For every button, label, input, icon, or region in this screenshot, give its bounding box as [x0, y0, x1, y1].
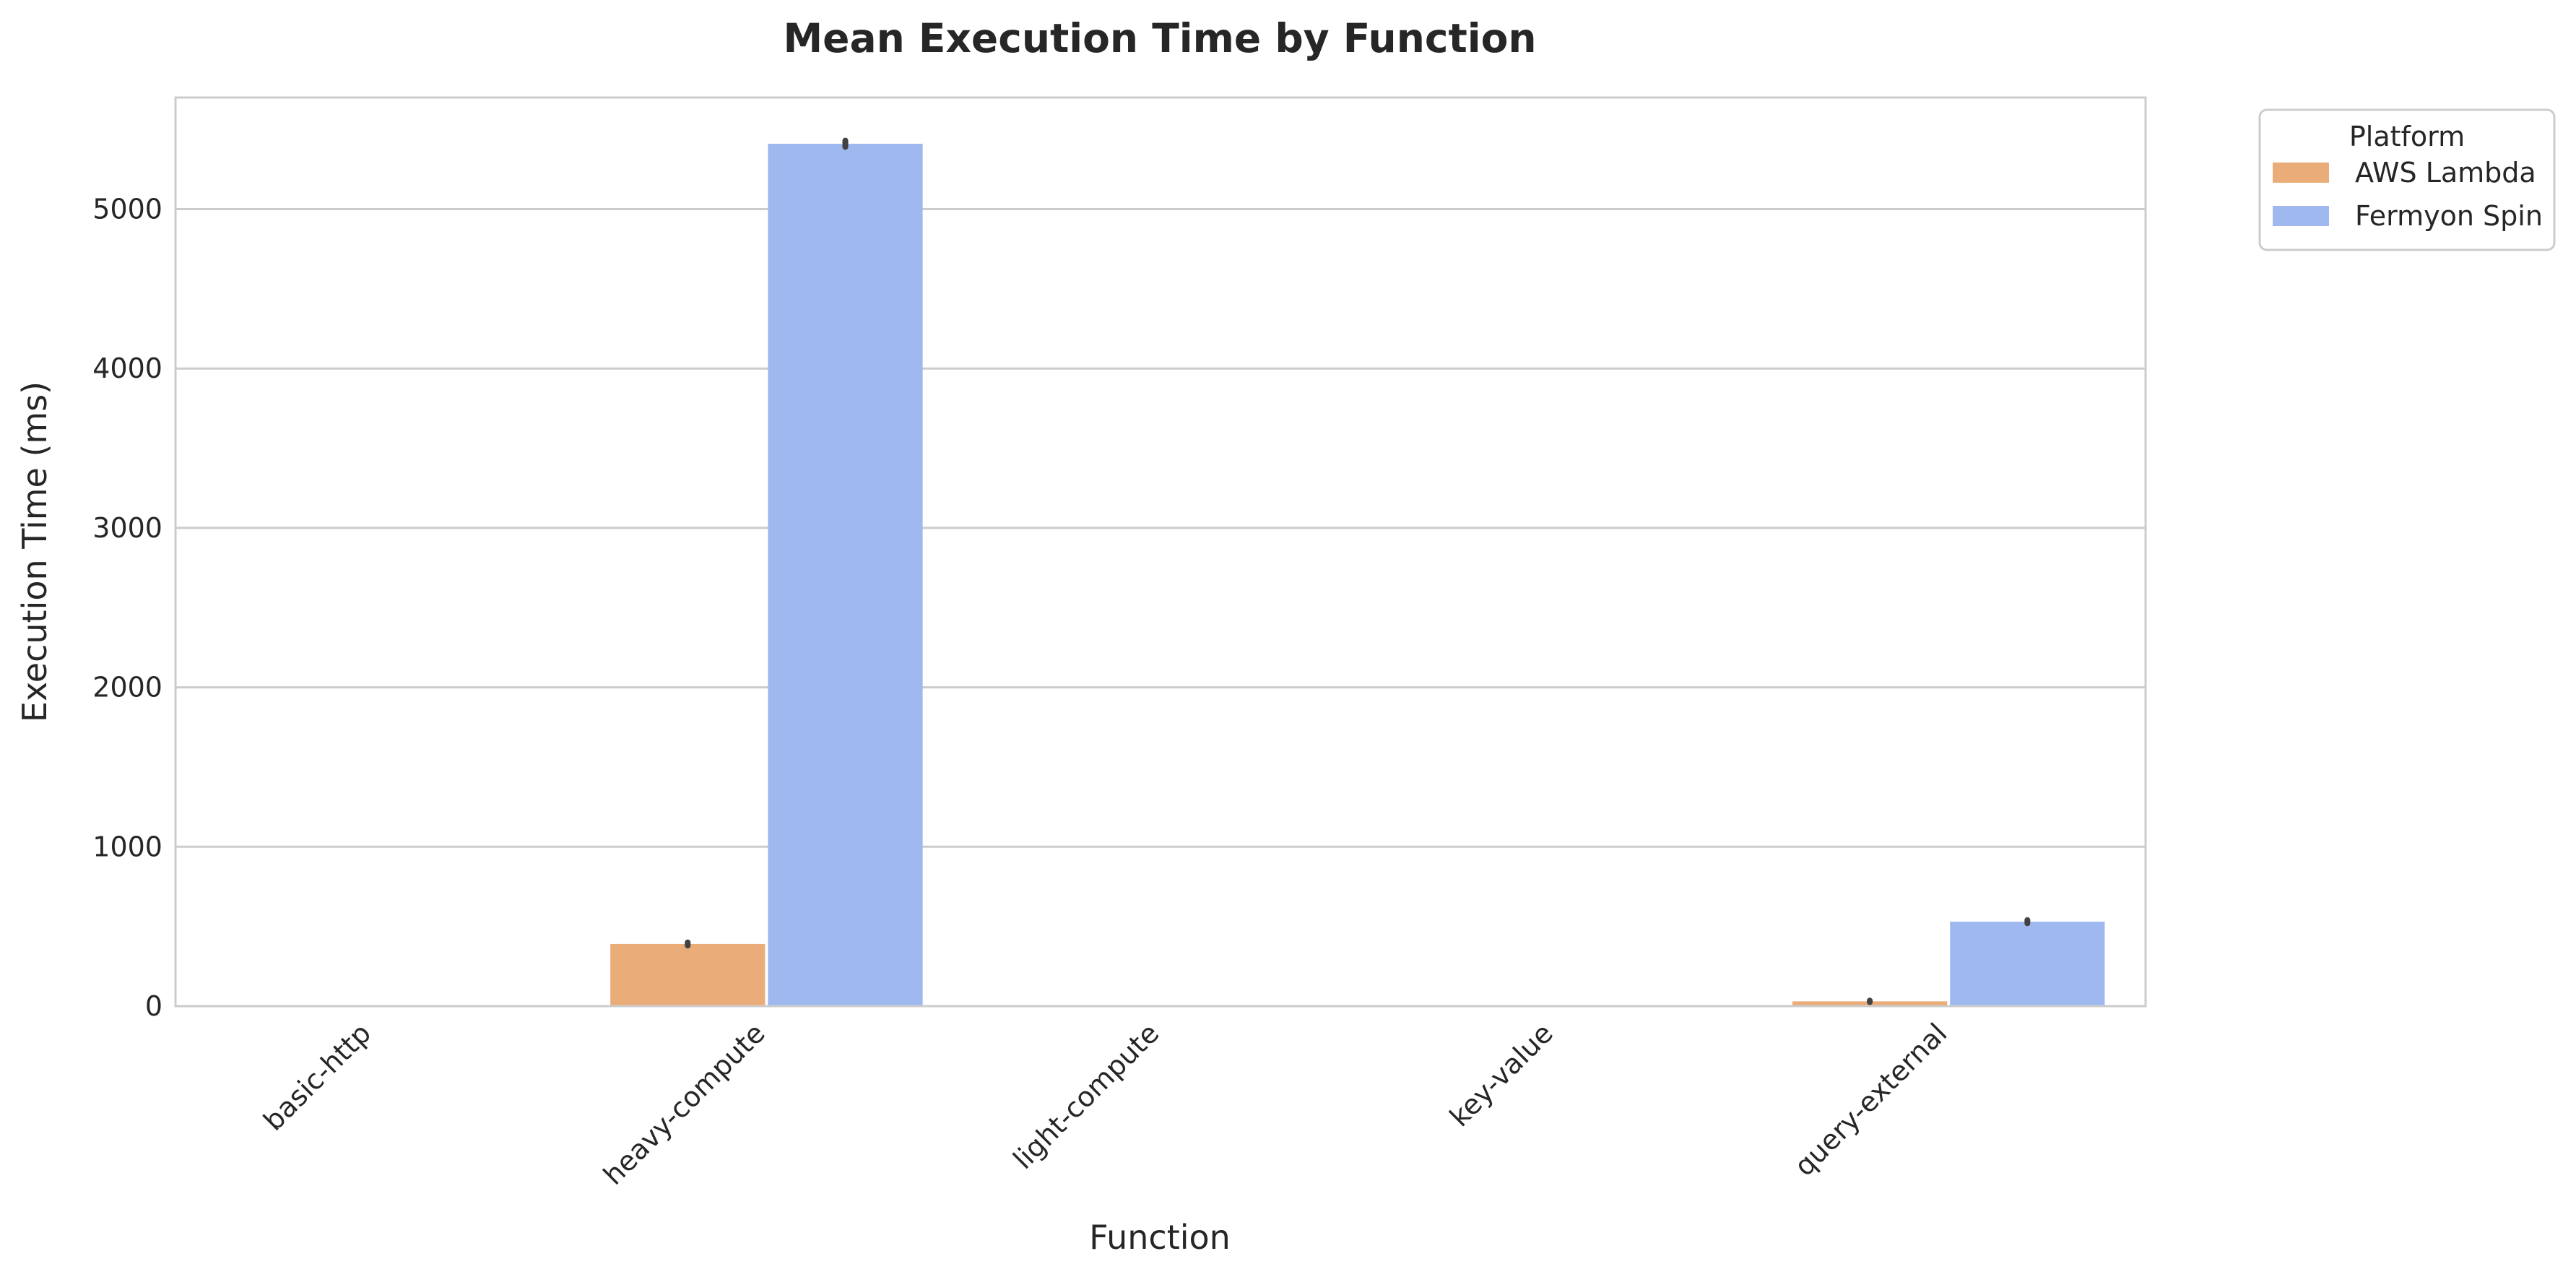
x-tick-label: key-value	[1444, 1017, 1559, 1133]
x-tick-label: heavy-compute	[597, 1017, 771, 1191]
y-tick-label: 5000	[92, 193, 162, 225]
x-tick-label: query-external	[1788, 1017, 1953, 1182]
legend-label: AWS Lambda	[2355, 157, 2536, 189]
y-tick-labels: 0 1000 2000 3000 4000 5000	[92, 193, 162, 1022]
bar	[1950, 922, 2105, 1006]
x-axis-label: Function	[1089, 1218, 1231, 1257]
x-tick-labels: basic-http heavy-compute light-compute key-…	[257, 1017, 1953, 1191]
y-tick-label: 3000	[92, 512, 162, 544]
bar	[610, 943, 766, 1006]
legend-swatch	[2273, 206, 2329, 226]
bars	[610, 144, 2105, 1006]
legend-swatch	[2273, 163, 2329, 183]
gridlines	[175, 207, 2146, 1008]
y-tick-label: 2000	[92, 672, 162, 704]
error-bars	[685, 137, 2031, 1005]
legend-title: Platform	[2349, 121, 2465, 152]
bar	[768, 144, 923, 1006]
plot-frame	[174, 96, 2147, 1008]
legend-label: Fermyon Spin	[2355, 200, 2543, 232]
x-tick-label: light-compute	[1007, 1017, 1165, 1175]
y-tick-label: 4000	[92, 352, 162, 384]
y-tick-label: 0	[145, 990, 162, 1022]
y-tick-label: 1000	[92, 831, 162, 862]
legend-frame	[2258, 108, 2556, 251]
y-axis-label: Execution Time (ms)	[15, 381, 54, 722]
chart-title: Mean Execution Time by Function	[783, 15, 1536, 61]
legend: Platform AWS Lambda Fermyon Spin	[2258, 108, 2556, 251]
x-tick-label: basic-http	[257, 1017, 377, 1137]
